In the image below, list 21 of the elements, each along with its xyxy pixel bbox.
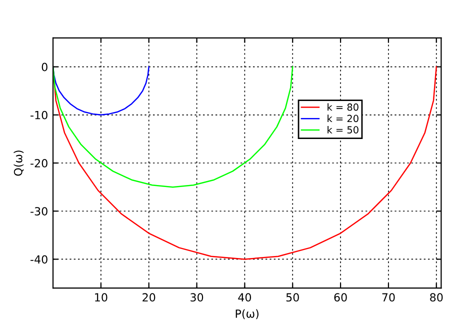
y-tick-label: -40	[30, 255, 48, 264]
legend-label: k = 80	[328, 103, 358, 111]
y-tick-label: 0	[42, 62, 48, 72]
line-series	[53, 66, 438, 260]
x-tick-label: 10	[95, 293, 108, 302]
x-tick-label: 40	[238, 293, 252, 302]
x-tick-label: 70	[382, 293, 395, 302]
x-tick-label: 50	[286, 293, 299, 302]
y-tick-label: -10	[30, 110, 48, 120]
x-tick-label: 60	[334, 293, 347, 302]
line-series	[53, 66, 150, 116]
x-tick-label: 30	[190, 293, 204, 302]
legend-label: k = 50	[328, 126, 358, 134]
x-axis-title: P(ω)	[236, 309, 258, 320]
y-tick-label: -30	[30, 207, 48, 216]
legend-label: k = 20	[328, 114, 358, 122]
x-tick-label: 80	[430, 293, 443, 302]
y-axis-title: Q(ω)	[14, 150, 24, 176]
y-tick-label: -20	[30, 158, 48, 168]
x-tick-label: 20	[142, 293, 156, 302]
line-series	[53, 66, 294, 188]
